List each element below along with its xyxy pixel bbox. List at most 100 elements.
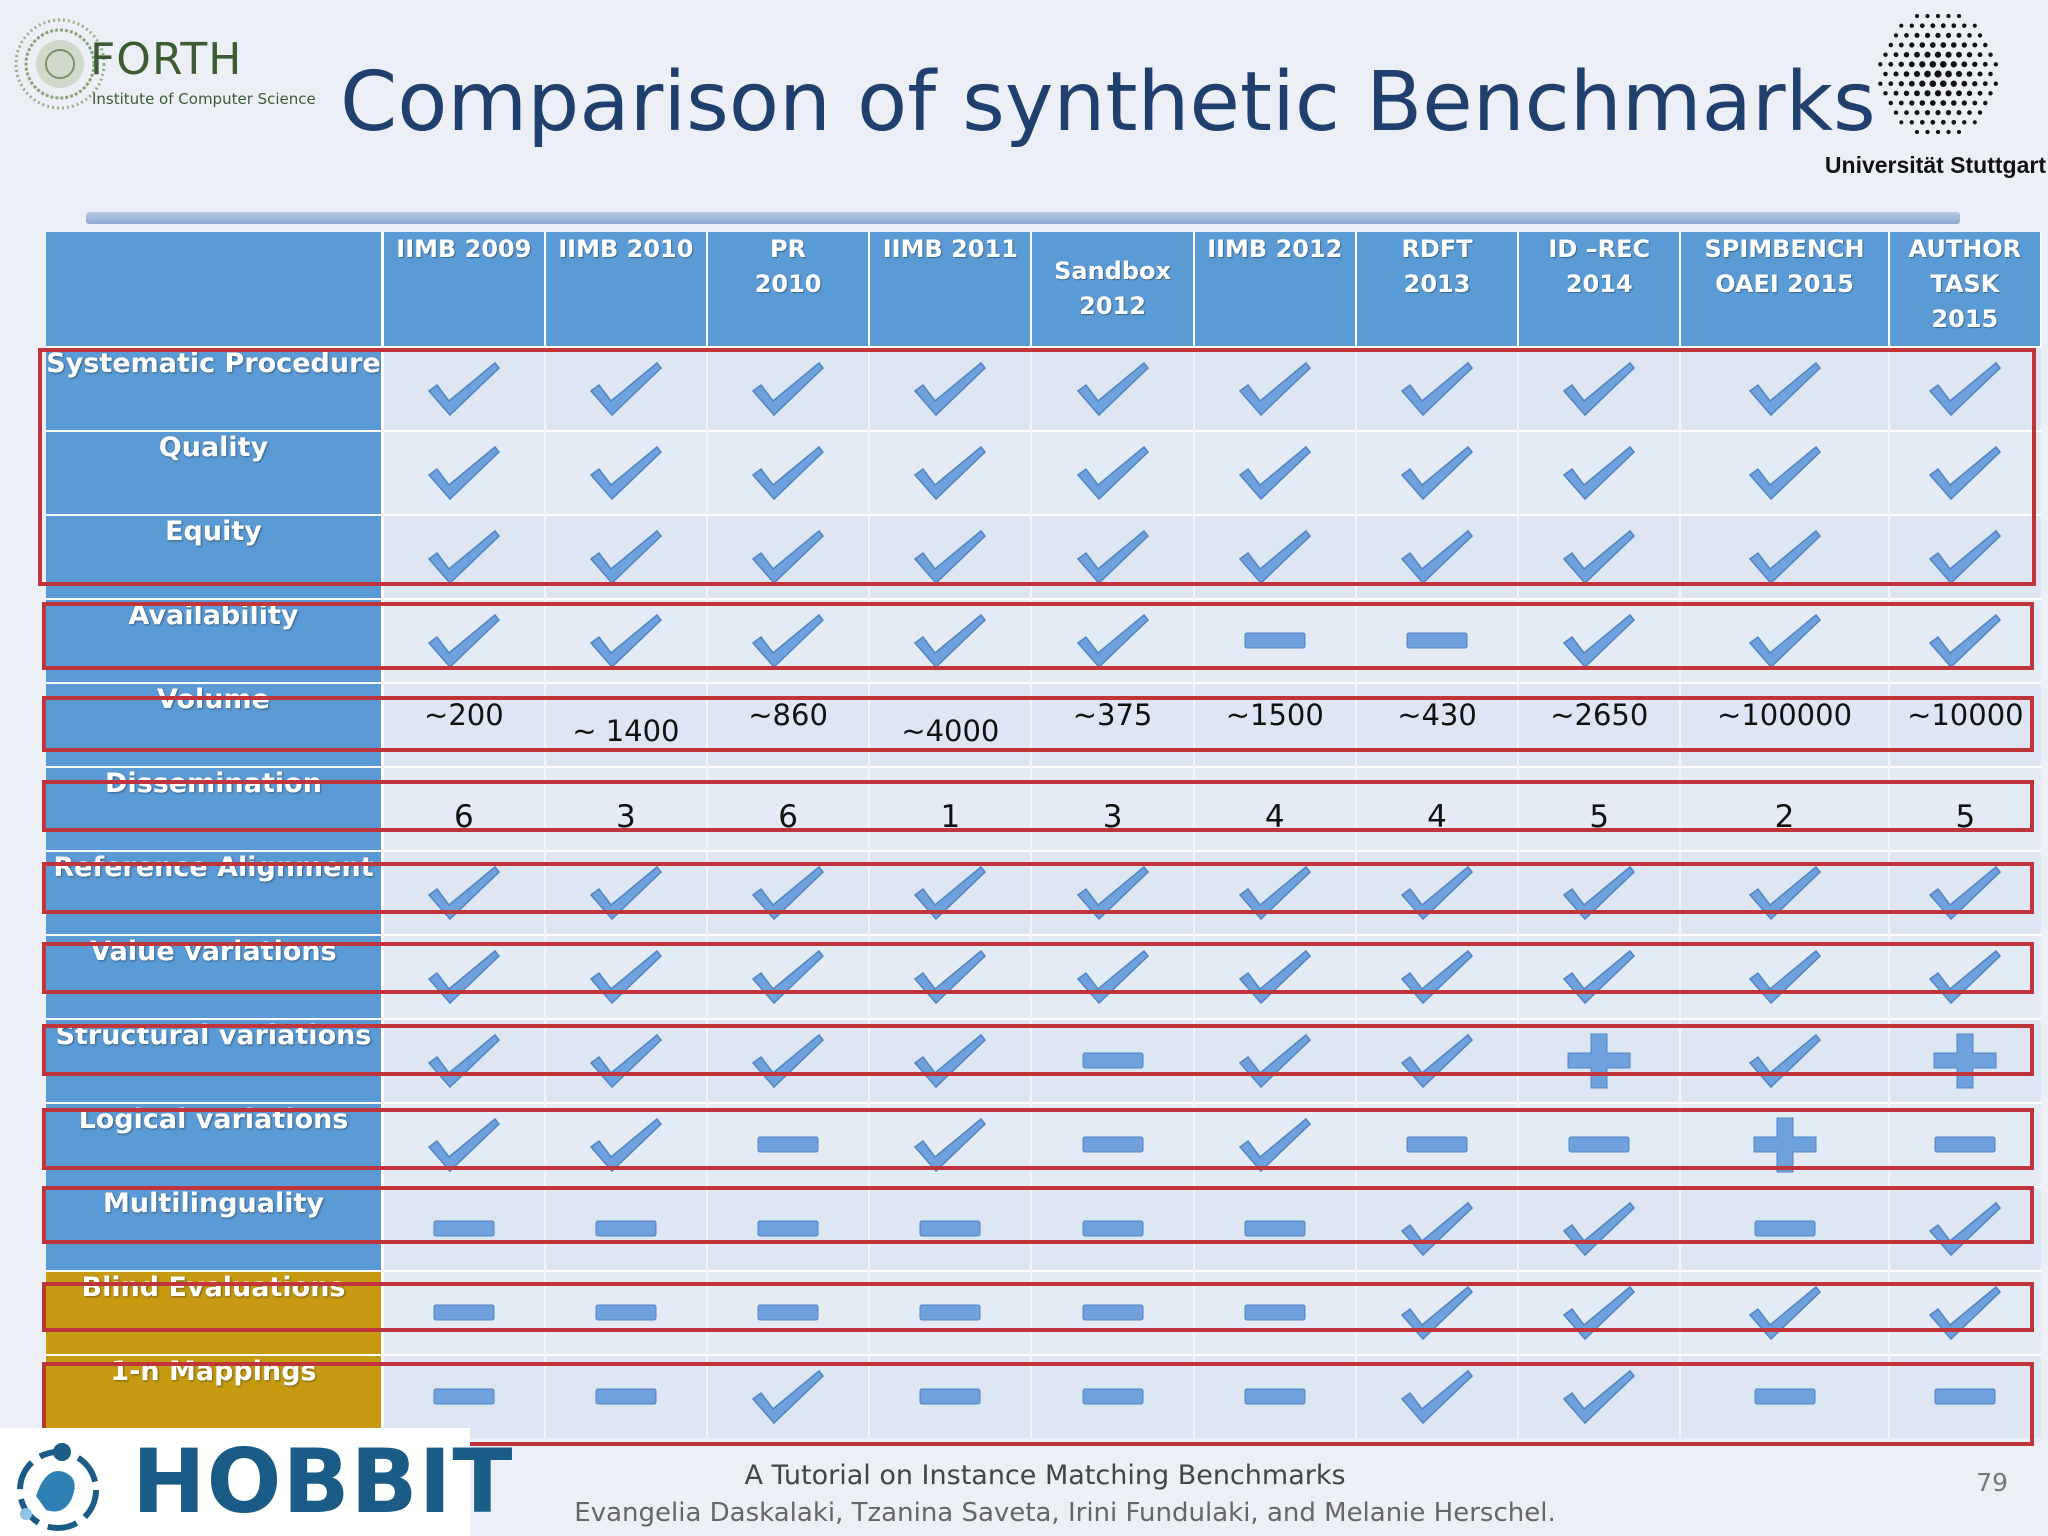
table-cell: ~2650: [1517, 682, 1681, 767]
table-cell: [1887, 514, 2041, 599]
check-icon: [589, 529, 662, 585]
minus-icon: [595, 1220, 657, 1237]
check-icon: [589, 949, 662, 1005]
table-cell: [543, 850, 707, 935]
check-icon: [1563, 445, 1636, 501]
minus-icon: [433, 1304, 495, 1321]
table-cell: ~ 1400: [543, 682, 707, 767]
table-cell: [1030, 934, 1194, 1019]
row-label: Logical variations: [46, 1102, 384, 1187]
table-row: 1-n Mappings: [46, 1354, 2041, 1438]
check-icon: [1929, 445, 2002, 501]
dissemination-value: 5: [1955, 799, 1976, 835]
dissemination-value: 6: [778, 799, 798, 835]
table-cell: [705, 934, 870, 1019]
table-cell: [1679, 1354, 1889, 1438]
column-header: RDFT 2013: [1355, 232, 1520, 347]
check-icon: [589, 361, 662, 417]
check-icon: [427, 1033, 500, 1089]
row-label: Reference Alignment: [46, 850, 384, 935]
table-cell: [1192, 1186, 1356, 1271]
table-cell: [1517, 1102, 1681, 1187]
table-cell: [1517, 1354, 1681, 1438]
table-cell: [1354, 1270, 1519, 1355]
row-label: Dissemination: [46, 766, 384, 851]
university-logo: Universität Stuttgart: [1814, 6, 2046, 178]
table-cell: [705, 1270, 870, 1355]
table-cell: [1354, 430, 1519, 515]
table-cell: [1679, 934, 1889, 1019]
row-label: Volume: [46, 682, 384, 767]
row-label: Multilinguality: [46, 1186, 384, 1271]
table-cell: ~4000: [868, 682, 1032, 767]
minus-icon: [1244, 1304, 1306, 1321]
table-cell: [381, 1270, 545, 1355]
check-icon: [1748, 361, 1821, 417]
check-icon: [427, 529, 500, 585]
column-header: PR 2010: [706, 232, 871, 347]
table-header-row: IIMB 2009 IIMB 2010 PR 2010 IIMB 2011 Sa…: [46, 232, 2043, 347]
check-icon: [1400, 1285, 1474, 1341]
table-cell: [1887, 1354, 2041, 1438]
title-divider: [86, 212, 1960, 224]
table-cell: [1354, 850, 1519, 935]
table-cell: [1192, 1354, 1356, 1438]
table-cell: [868, 598, 1032, 683]
table-cell: [1679, 1102, 1889, 1187]
table-cell: [1679, 1018, 1889, 1103]
table-cell: [1887, 430, 2041, 515]
check-icon: [1563, 1285, 1636, 1341]
check-icon: [1076, 613, 1149, 669]
table-row: Reference Alignment: [46, 850, 2041, 935]
check-icon: [1076, 529, 1149, 585]
table-cell: [543, 1018, 707, 1103]
table-cell: [1679, 514, 1889, 599]
hobbit-emblem-icon: [17, 1443, 99, 1531]
check-icon: [1929, 529, 2002, 585]
forth-logo: FORTH Institute of Computer Science: [8, 10, 388, 120]
dissemination-value: 4: [1427, 799, 1447, 835]
minus-icon: [595, 1388, 657, 1405]
table-cell: [1517, 934, 1681, 1019]
table-cell: [1192, 346, 1356, 431]
check-icon: [1400, 865, 1474, 921]
table-cell: [1887, 1102, 2041, 1187]
check-icon: [914, 949, 987, 1005]
check-icon: [1929, 1201, 2002, 1257]
minus-icon: [1082, 1304, 1144, 1321]
plus-icon: [1933, 1033, 1997, 1089]
check-icon: [751, 865, 825, 921]
check-icon: [427, 865, 500, 921]
table-cell: [381, 1354, 545, 1438]
table-cell: [1887, 1186, 2041, 1271]
table-cell: [1030, 430, 1194, 515]
table-cell: ~1500: [1192, 682, 1356, 767]
check-icon: [589, 865, 662, 921]
table-row: Availability: [46, 598, 2041, 683]
check-icon: [1929, 865, 2002, 921]
table-cell: [1030, 1186, 1194, 1271]
table-cell: [381, 598, 545, 683]
check-icon: [427, 1117, 500, 1173]
table-cell: [868, 430, 1032, 515]
table-cell: [705, 850, 870, 935]
minus-icon: [1406, 632, 1468, 649]
table-cell: [1030, 1270, 1194, 1355]
check-icon: [1238, 1033, 1311, 1089]
minus-icon: [1754, 1220, 1816, 1237]
table-cell: 6: [705, 766, 870, 851]
table-row: Systematic Procedure: [46, 346, 2041, 431]
table-cell: ~860: [705, 682, 870, 767]
table-cell: [1354, 1186, 1519, 1271]
table-cell: [1030, 1102, 1194, 1187]
table-cell: ~100000: [1679, 682, 1889, 767]
check-icon: [589, 1033, 662, 1089]
minus-icon: [1244, 1220, 1306, 1237]
minus-icon: [1082, 1220, 1144, 1237]
table-cell: [1887, 934, 2041, 1019]
table-cell: 6: [381, 766, 545, 851]
check-icon: [1076, 445, 1149, 501]
volume-value: ~430: [1397, 698, 1477, 732]
check-icon: [751, 445, 825, 501]
